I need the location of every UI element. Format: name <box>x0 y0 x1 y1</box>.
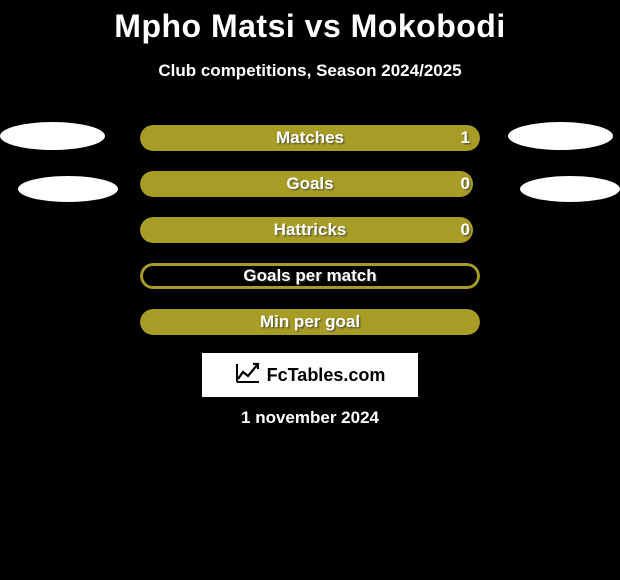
ellipse-shape <box>520 176 620 202</box>
bar-fill <box>140 217 473 243</box>
branding-text: FcTables.com <box>267 365 386 386</box>
left-player-marks <box>0 122 120 228</box>
stat-bar-row: Goals0 <box>140 171 480 197</box>
chart-line-icon <box>235 362 261 389</box>
stat-bar-row: Goals per match <box>140 263 480 289</box>
right-player-marks <box>500 122 620 228</box>
bar-outline <box>140 263 480 289</box>
page-title: Mpho Matsi vs Mokobodi <box>0 0 620 45</box>
comparison-infographic: Mpho Matsi vs Mokobodi Club competitions… <box>0 0 620 580</box>
branding-badge: FcTables.com <box>202 353 418 397</box>
bar-fill <box>140 125 480 151</box>
ellipse-shape <box>18 176 118 202</box>
bar-fill <box>140 309 480 335</box>
bar-fill <box>140 171 473 197</box>
stat-bar-row: Matches1 <box>140 125 480 151</box>
ellipse-shape <box>0 122 105 150</box>
stat-bars: Matches1 Goals0 Hattricks0 Goals per match M… <box>140 125 480 355</box>
footer-date: 1 november 2024 <box>0 408 620 428</box>
ellipse-shape <box>508 122 613 150</box>
stat-bar-row: Hattricks0 <box>140 217 480 243</box>
page-subtitle: Club competitions, Season 2024/2025 <box>0 61 620 81</box>
stat-bar-row: Min per goal <box>140 309 480 335</box>
